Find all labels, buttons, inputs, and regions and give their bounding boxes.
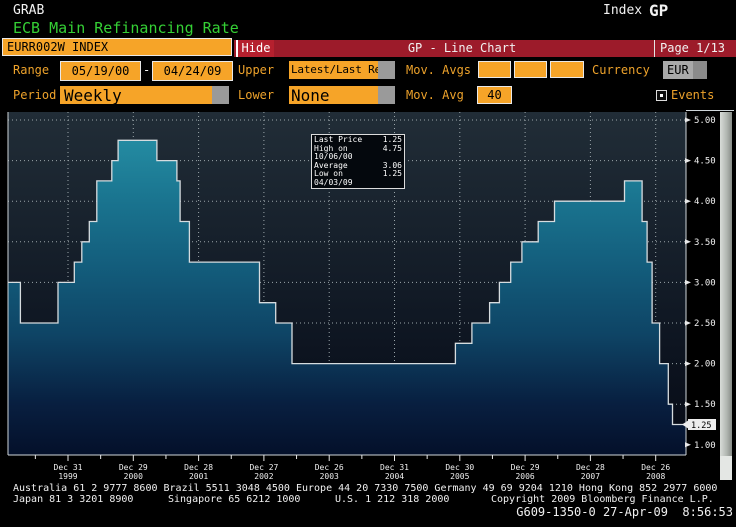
y-tick-label: 3.50 — [694, 238, 716, 248]
upper-label: Upper — [238, 63, 275, 77]
svg-text:1.25: 1.25 — [691, 421, 711, 431]
range-start-input[interactable]: 05/19/00 — [60, 61, 141, 81]
y-tick-label: 3.00 — [694, 278, 716, 288]
x-tick-label-year: 2006 — [515, 472, 534, 481]
status-line-1: Australia 61 2 9777 8600 Brazil 5511 304… — [13, 483, 718, 494]
range-dash: - — [143, 63, 151, 77]
x-tick-label-date: Dec 26 — [641, 463, 670, 472]
status-segment: U.S. 1 212 318 2000 — [335, 494, 450, 505]
y-tick-arrow — [685, 279, 691, 285]
y-tick-arrow — [685, 401, 691, 407]
x-tick-label-date: Dec 29 — [119, 463, 148, 472]
y-tick-arrow — [685, 320, 691, 326]
mov-avg-value-input[interactable]: 40 — [477, 86, 512, 104]
status-segment: Singapore 65 6212 1000 — [168, 494, 301, 505]
ticker-input[interactable]: EURR002W INDEX — [2, 38, 232, 56]
mov-avgs-label: Mov. Avgs — [406, 63, 472, 77]
rate-line-series — [8, 139, 686, 426]
function-title-bar — [234, 40, 736, 57]
index-label: Index — [603, 3, 643, 18]
status-segment: Japan 81 3 3201 8900 — [13, 494, 134, 505]
y-tick-label: 2.00 — [694, 360, 716, 370]
chart-legend-box: Last Price 1.25 High on 10/06/00 4.75 Averag… — [311, 134, 405, 189]
x-tick-label-year: 2000 — [124, 472, 143, 481]
lower-label: Lower — [238, 88, 275, 102]
upper-select-cap[interactable] — [378, 61, 395, 79]
lower-select[interactable]: None — [289, 86, 380, 104]
y-tick-arrow — [685, 158, 691, 164]
y-tick-label: 4.00 — [694, 197, 716, 207]
x-tick-label-date: Dec 29 — [511, 463, 540, 472]
y-tick-arrow — [685, 239, 691, 245]
y-tick-arrow — [685, 361, 691, 367]
rate-chart-plot[interactable]: 5.00 4.50 4.00 3.50 3.00 2.50 2.00 1.50 1.00 1.2… — [0, 110, 736, 483]
events-checkmark — [660, 94, 663, 97]
upper-select[interactable]: Latest/Last Re — [289, 61, 380, 79]
lower-select-cap[interactable] — [378, 86, 395, 104]
x-tick-label-year: 2007 — [581, 472, 600, 481]
y-tick-label: 1.50 — [694, 400, 716, 410]
grab-label: GRAB — [13, 3, 45, 18]
y-tick-label: 4.50 — [694, 157, 716, 167]
range-end-input[interactable]: 04/24/09 — [152, 61, 233, 81]
titlebar-divider — [654, 40, 655, 57]
y-tick-arrow — [685, 442, 691, 448]
legend-row: High on 10/06/00 4.75 — [314, 143, 402, 161]
y-tick-label: 2.50 — [694, 319, 716, 329]
x-tick-label-date: Dec 26 — [315, 463, 344, 472]
y-tick-label: 1.00 — [694, 441, 716, 451]
x-tick-label-year: 1999 — [58, 472, 77, 481]
chart-scrollbar[interactable] — [720, 112, 732, 480]
legend-row: Last Price 1.25 — [314, 135, 402, 144]
x-tick-label-date: Dec 30 — [445, 463, 474, 472]
x-tick-label-date: Dec 31 — [54, 463, 83, 472]
page-indicator[interactable]: Page 1/13 — [660, 41, 726, 55]
x-tick-label-year: 2005 — [450, 472, 469, 481]
plot-border — [7, 110, 734, 456]
mov-avg-input-1[interactable] — [478, 61, 511, 78]
currency-select[interactable]: EUR — [663, 61, 693, 79]
x-tick-label-date: Dec 28 — [576, 463, 605, 472]
x-tick-label-year: 2003 — [320, 472, 339, 481]
x-tick-label-year: 2001 — [189, 472, 208, 481]
x-tick-label-date: Dec 31 — [380, 463, 409, 472]
period-select-cap[interactable] — [212, 86, 229, 104]
hide-button[interactable]: Hide — [236, 40, 274, 57]
mov-avg-input-3[interactable] — [550, 61, 584, 78]
y-tick-arrow — [685, 117, 691, 123]
currency-select-cap[interactable] — [693, 61, 707, 79]
mov-avg-input-2[interactable] — [514, 61, 547, 78]
y-tick-label: 5.00 — [694, 116, 716, 126]
legend-row: Low on 04/03/09 1.25 — [314, 169, 402, 187]
events-label: Events — [671, 88, 715, 102]
mov-avg-label: Mov. Avg — [406, 88, 464, 102]
status-line-3: G609-1350-0 27-Apr-09 8:56:53 — [516, 505, 733, 519]
currency-label: Currency — [592, 63, 650, 77]
function-code: GP — [649, 1, 669, 20]
x-tick-label-year: 2002 — [254, 472, 273, 481]
chart-title: ECB Main Refinancing Rate — [13, 19, 239, 37]
legend-row: Average 3.06 — [314, 160, 402, 170]
range-label: Range — [13, 63, 50, 77]
scrollbar-nub[interactable] — [720, 456, 732, 480]
status-segment: Copyright 2009 Bloomberg Finance L.P. — [491, 494, 714, 505]
x-tick-label-date: Dec 27 — [249, 463, 278, 472]
x-tick-label-date: Dec 28 — [184, 463, 213, 472]
y-tick-arrow — [685, 198, 691, 204]
events-checkbox[interactable] — [656, 90, 667, 101]
period-label: Period — [13, 88, 57, 102]
x-tick-label-year: 2004 — [385, 472, 404, 481]
x-tick-label-year: 2008 — [646, 472, 665, 481]
period-select[interactable]: Weekly — [60, 86, 212, 104]
function-title: GP - Line Chart — [407, 41, 517, 55]
last-price-badge: 1.25 — [682, 419, 716, 431]
rate-area-series — [8, 140, 686, 456]
